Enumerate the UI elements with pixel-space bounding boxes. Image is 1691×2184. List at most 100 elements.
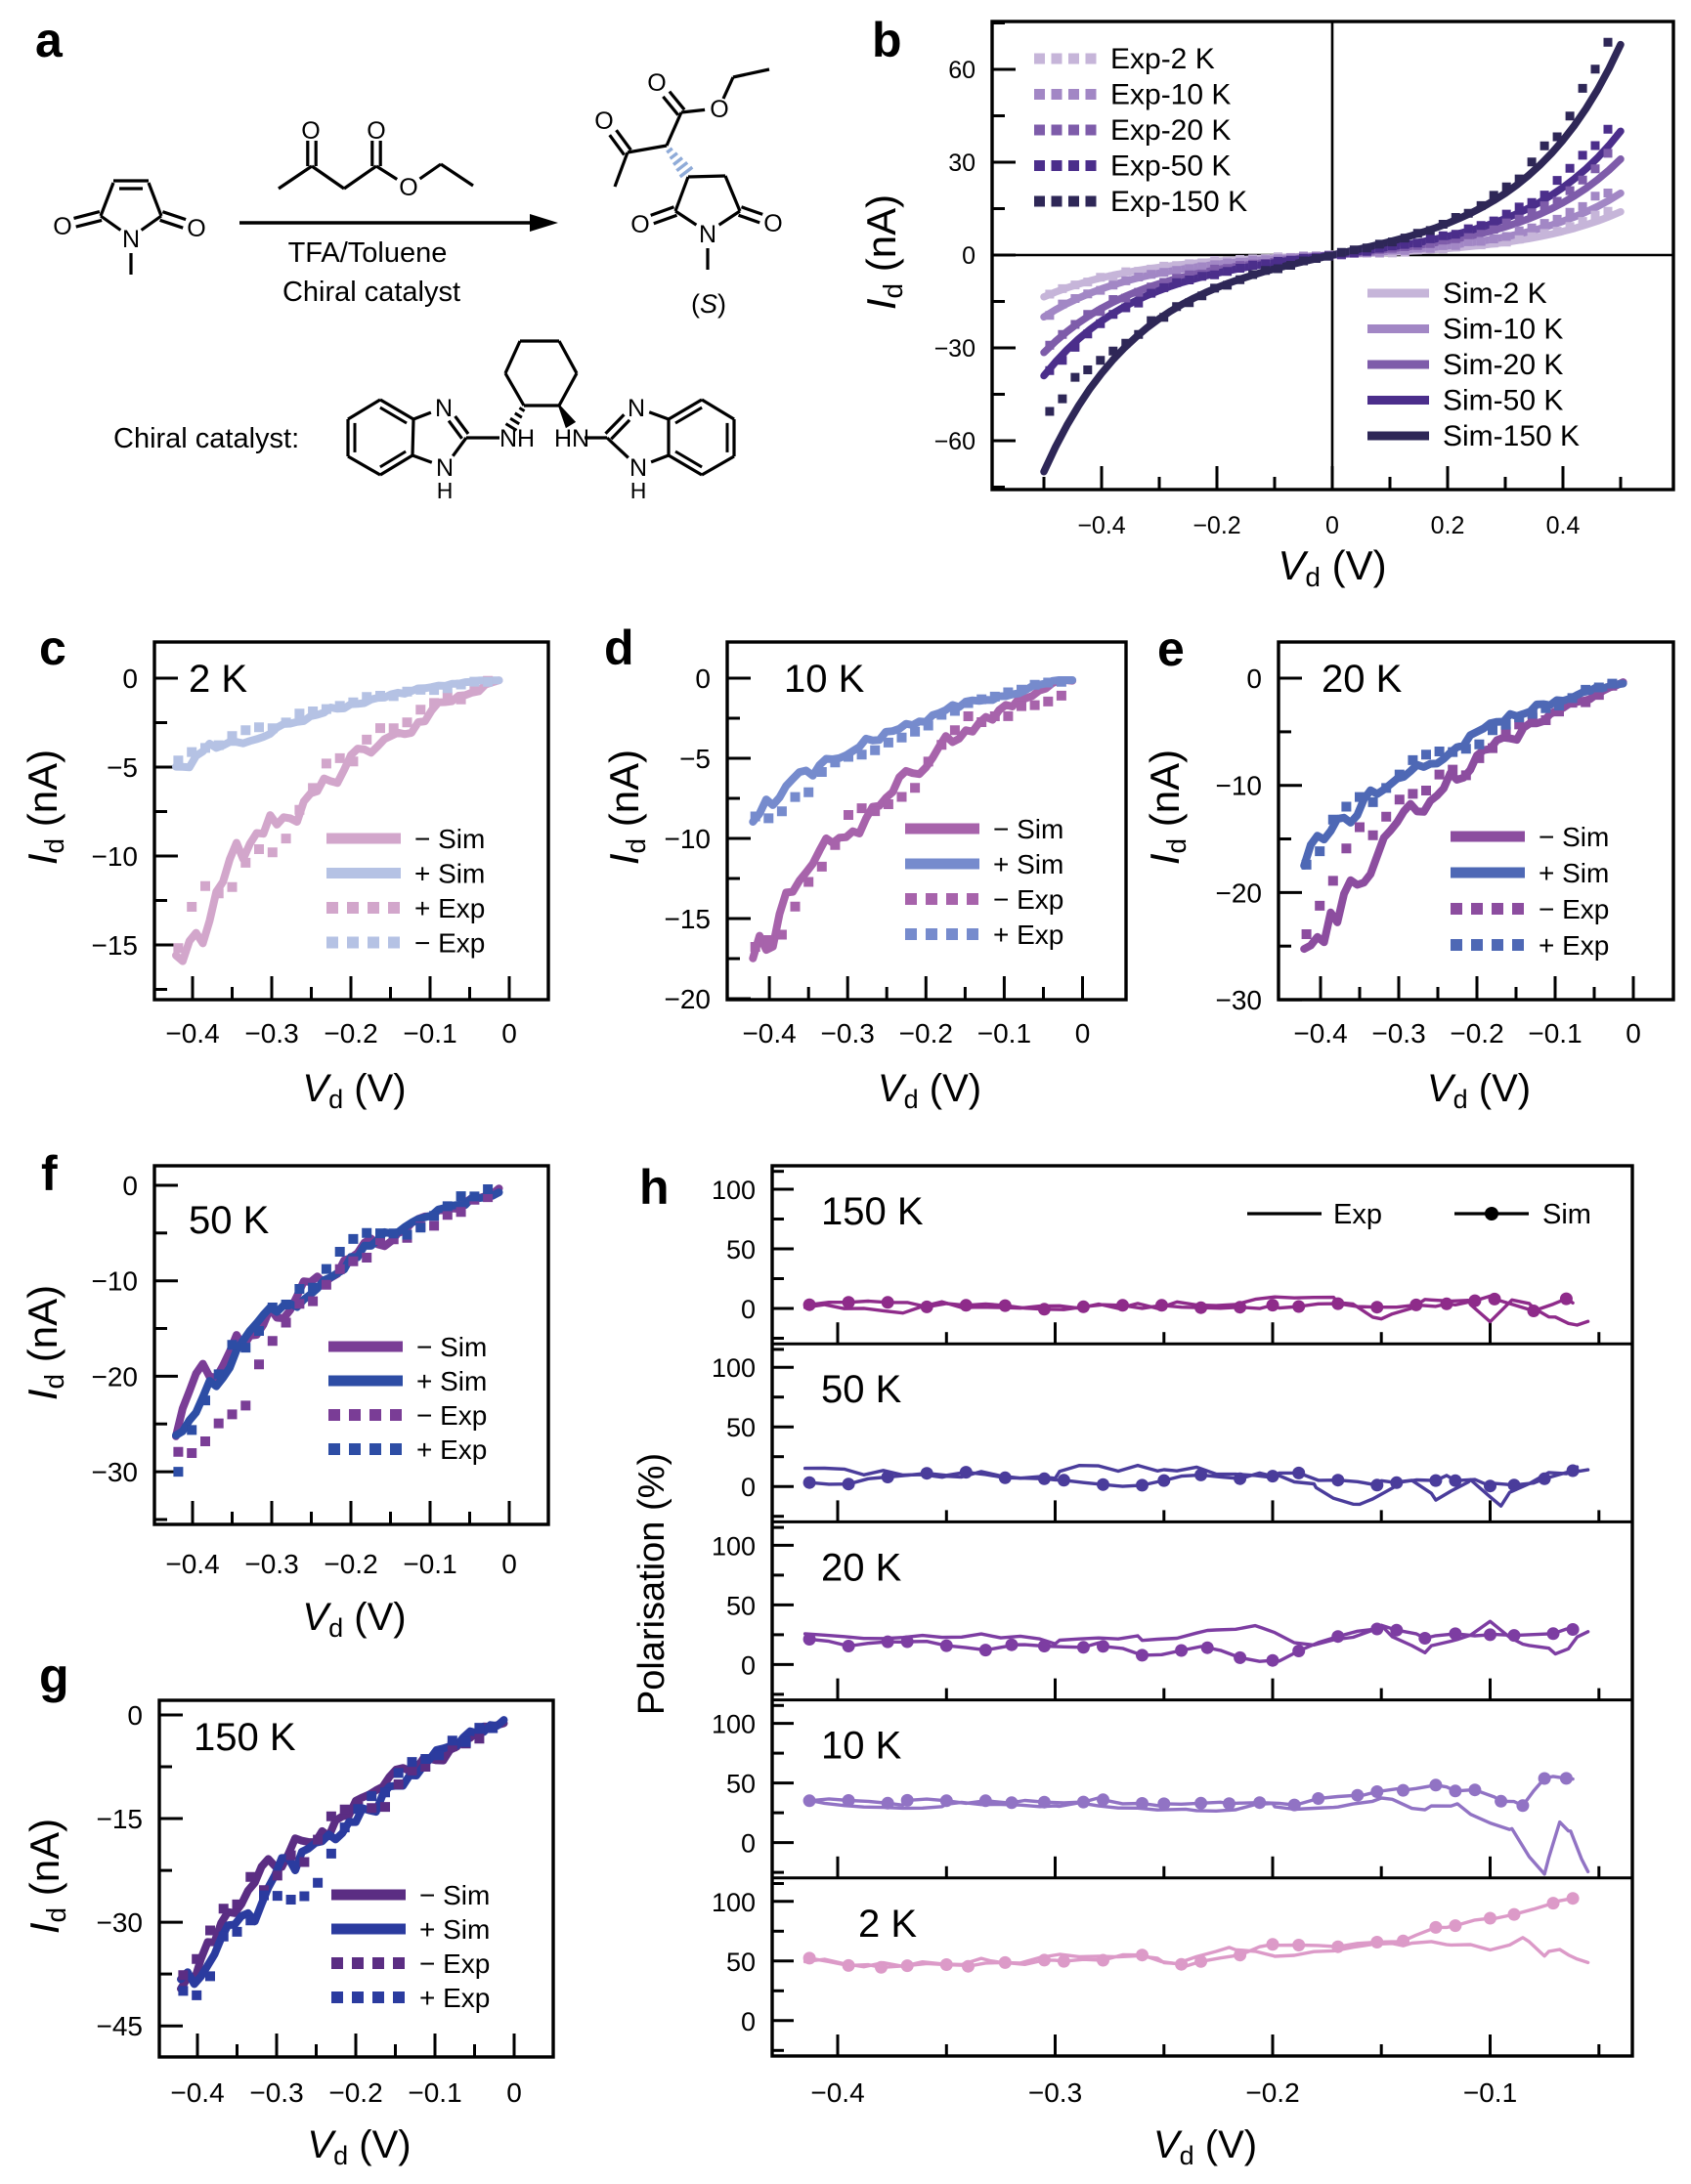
svg-text:0: 0: [1075, 1018, 1091, 1049]
svg-text:50: 50: [726, 1948, 756, 1977]
svg-text:h: h: [639, 1160, 670, 1215]
svg-text:Sim-10 K: Sim-10 K: [1443, 314, 1563, 346]
svg-text:50 K: 50 K: [189, 1199, 270, 1242]
svg-text:Exp-150 K: Exp-150 K: [1110, 186, 1247, 218]
svg-text:H: H: [437, 478, 454, 503]
svg-text:N: N: [122, 226, 140, 253]
svg-text:O: O: [367, 117, 385, 145]
svg-text:10 K: 10 K: [821, 1725, 902, 1768]
svg-text:−15: −15: [665, 904, 712, 934]
svg-text:−0.4: −0.4: [170, 2077, 224, 2108]
svg-text:Id (nA): Id (nA): [20, 1285, 69, 1400]
svg-text:−0.2: −0.2: [1450, 1018, 1503, 1049]
svg-text:HN: HN: [554, 425, 589, 452]
svg-text:0: 0: [1626, 1018, 1641, 1049]
svg-text:H: H: [630, 478, 647, 503]
svg-text:O: O: [630, 211, 649, 238]
svg-text:Exp-20 K: Exp-20 K: [1110, 114, 1231, 147]
svg-text:Vd (V): Vd (V): [302, 1596, 406, 1643]
svg-text:Sim-20 K: Sim-20 K: [1443, 349, 1563, 381]
svg-text:−0.3: −0.3: [821, 1018, 875, 1049]
svg-text:b: b: [872, 13, 902, 67]
svg-text:−0.4: −0.4: [165, 1549, 219, 1579]
svg-text:Sim-2 K: Sim-2 K: [1443, 278, 1547, 310]
svg-text:+ Exp: + Exp: [1539, 930, 1609, 961]
svg-text:+ Sim: + Sim: [1539, 858, 1609, 888]
svg-text:−20: −20: [92, 1361, 139, 1392]
svg-text:Chiral catalyst: Chiral catalyst: [282, 277, 460, 308]
svg-text:N: N: [435, 395, 453, 422]
svg-text:Vd (V): Vd (V): [1153, 2123, 1257, 2170]
svg-text:0: 0: [501, 1549, 517, 1579]
svg-text:0: 0: [741, 1295, 756, 1324]
svg-text:−0.4: −0.4: [165, 1018, 219, 1049]
svg-text:Polarisation (%): Polarisation (%): [631, 1453, 672, 1715]
svg-text:TFA/Toluene: TFA/Toluene: [288, 237, 448, 269]
svg-text:N: N: [436, 454, 454, 482]
svg-text:Vd (V): Vd (V): [878, 1067, 981, 1114]
svg-text:100: 100: [712, 1353, 756, 1383]
svg-text:Chiral catalyst:: Chiral catalyst:: [113, 423, 299, 454]
svg-text:Vd (V): Vd (V): [307, 2123, 411, 2170]
svg-text:0: 0: [1325, 512, 1339, 539]
svg-text:100: 100: [712, 1710, 756, 1739]
svg-text:O: O: [647, 69, 666, 97]
svg-text:−5: −5: [679, 744, 711, 774]
svg-text:−60: −60: [934, 428, 976, 455]
svg-text:Sim: Sim: [1542, 1199, 1591, 1230]
svg-text:50: 50: [726, 1770, 756, 1799]
svg-text:O: O: [763, 210, 782, 237]
svg-text:−15: −15: [92, 930, 139, 961]
svg-text:0: 0: [506, 2077, 522, 2108]
svg-text:0: 0: [501, 1018, 517, 1049]
svg-text:−45: −45: [97, 2011, 144, 2041]
svg-text:Id (nA): Id (nA): [1142, 749, 1192, 865]
svg-text:−0.1: −0.1: [403, 1018, 456, 1049]
svg-text:−30: −30: [1216, 985, 1263, 1015]
svg-text:O: O: [594, 107, 613, 135]
svg-text:−0.2: −0.2: [324, 1549, 377, 1579]
svg-text:−0.2: −0.2: [328, 2077, 382, 2108]
svg-text:f: f: [41, 1146, 58, 1201]
svg-text:50: 50: [726, 1591, 756, 1620]
svg-text:− Sim: − Sim: [414, 824, 485, 854]
svg-text:− Sim: − Sim: [1539, 822, 1609, 852]
svg-text:150 K: 150 K: [821, 1190, 924, 1233]
svg-text:+ Sim: + Sim: [414, 859, 485, 889]
svg-text:− Exp: − Exp: [993, 884, 1063, 915]
svg-text:−0.3: −0.3: [244, 1018, 298, 1049]
svg-text:−0.4: −0.4: [1077, 512, 1125, 539]
svg-text:30: 30: [948, 150, 976, 177]
svg-text:−10: −10: [92, 841, 139, 872]
svg-text:a: a: [35, 13, 64, 67]
svg-text:0.2: 0.2: [1431, 512, 1465, 539]
svg-text:Vd (V): Vd (V): [1278, 542, 1386, 592]
svg-text:10 K: 10 K: [784, 658, 865, 701]
svg-text:−0.1: −0.1: [1528, 1018, 1582, 1049]
svg-text:0: 0: [962, 242, 976, 270]
svg-text:100: 100: [712, 1888, 756, 1917]
svg-text:100: 100: [712, 1531, 756, 1561]
svg-text:−0.4: −0.4: [810, 2077, 864, 2108]
svg-text:N: N: [699, 221, 716, 248]
svg-text:− Sim: − Sim: [419, 1880, 490, 1910]
svg-text:0: 0: [741, 1829, 756, 1859]
svg-text:2 K: 2 K: [858, 1903, 917, 1946]
svg-text:e: e: [1157, 621, 1185, 676]
svg-text:+ Exp: + Exp: [414, 893, 485, 923]
svg-text:+ Exp: + Exp: [416, 1435, 487, 1465]
svg-text:−0.2: −0.2: [899, 1018, 953, 1049]
svg-text:50: 50: [726, 1413, 756, 1442]
svg-text:60: 60: [948, 57, 976, 84]
svg-text:0: 0: [741, 1650, 756, 1680]
svg-text:Vd (V): Vd (V): [302, 1067, 406, 1114]
svg-text:d: d: [604, 621, 634, 675]
svg-text:− Exp: − Exp: [1539, 894, 1609, 924]
svg-text:−0.3: −0.3: [1371, 1018, 1425, 1049]
svg-text:+ Exp: + Exp: [993, 920, 1063, 950]
svg-text:Id (nA): Id (nA): [22, 1819, 71, 1934]
svg-text:O: O: [187, 215, 205, 242]
svg-text:+ Sim: + Sim: [993, 849, 1063, 879]
svg-text:150 K: 150 K: [194, 1716, 296, 1759]
svg-text:Sim-50 K: Sim-50 K: [1443, 385, 1563, 417]
